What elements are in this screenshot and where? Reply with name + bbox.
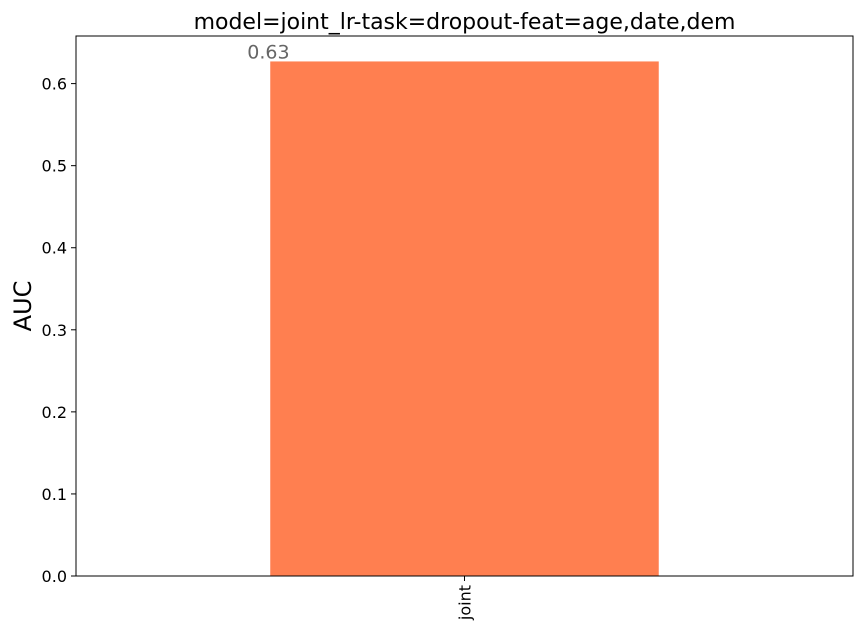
y-tick-label: 0.2 bbox=[42, 403, 67, 422]
y-tick-label: 0.6 bbox=[42, 75, 67, 94]
y-tick-label: 0.5 bbox=[42, 157, 67, 176]
y-tick-label: 0.4 bbox=[42, 239, 67, 258]
chart-title: model=joint_lr-task=dropout-feat=age,dat… bbox=[194, 10, 736, 35]
plot-area: 0.63 joint 0.0 0.1 0.2 0.3 0.4 0.5 0.6 bbox=[42, 35, 854, 621]
y-tick-label: 0.1 bbox=[42, 485, 67, 504]
y-tick-label: 0.3 bbox=[42, 321, 67, 340]
x-tick-label-joint: joint bbox=[456, 585, 475, 621]
y-axis-label: AUC bbox=[9, 281, 37, 332]
axes-frame bbox=[75, 35, 854, 577]
y-tick-label: 0.0 bbox=[42, 567, 67, 586]
bar-joint bbox=[270, 61, 659, 576]
data-label-joint: 0.63 bbox=[247, 41, 289, 63]
